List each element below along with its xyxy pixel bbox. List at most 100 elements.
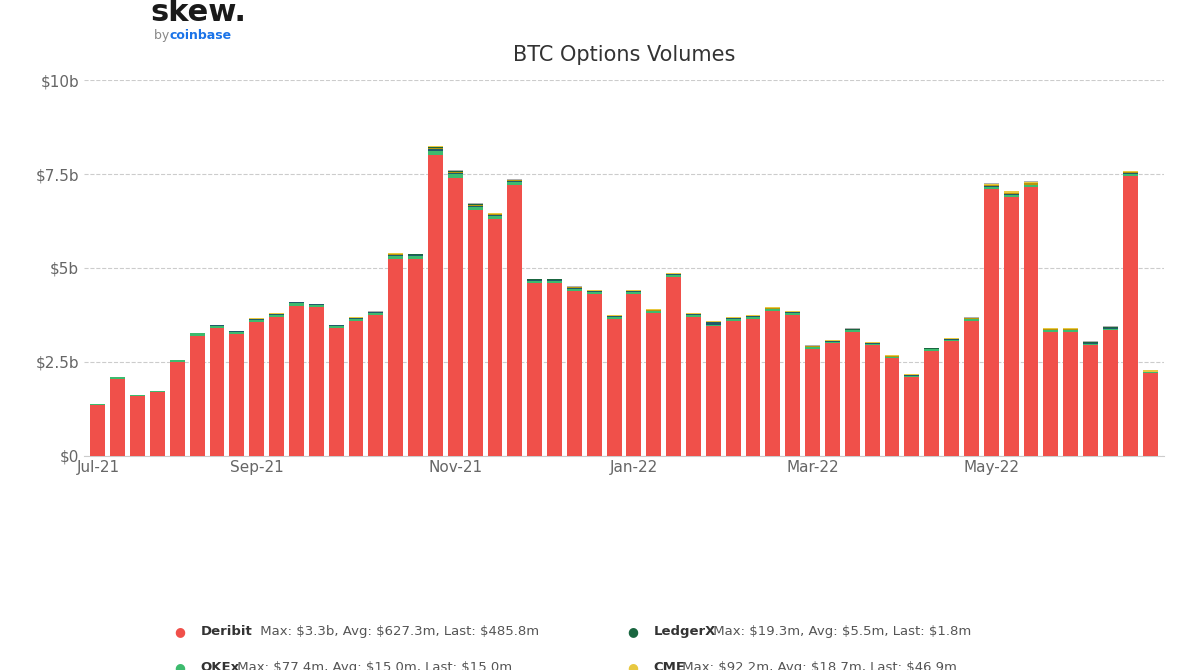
Bar — [905, 377, 919, 456]
Bar — [308, 304, 324, 305]
Bar — [110, 377, 125, 379]
Bar — [408, 255, 422, 256]
Bar — [686, 315, 701, 317]
Bar — [468, 206, 482, 207]
Text: Max: $19.3m, Avg: $5.5m, Last: $1.8m: Max: $19.3m, Avg: $5.5m, Last: $1.8m — [709, 624, 972, 638]
Bar — [1084, 345, 1098, 456]
Bar — [289, 303, 304, 306]
Bar — [626, 294, 641, 456]
Text: LedgerX: LedgerX — [653, 624, 715, 638]
Bar — [547, 280, 562, 281]
Bar — [250, 319, 264, 320]
Bar — [1123, 172, 1138, 174]
Bar — [508, 186, 522, 456]
Bar — [964, 319, 979, 320]
Bar — [269, 317, 284, 456]
Bar — [408, 256, 422, 259]
Bar — [1123, 176, 1138, 456]
Bar — [1043, 329, 1058, 330]
Bar — [308, 305, 324, 308]
Bar — [647, 312, 661, 313]
Bar — [110, 379, 125, 456]
Text: ●: ● — [628, 624, 638, 638]
Bar — [706, 325, 721, 326]
Bar — [745, 316, 761, 317]
Bar — [1103, 330, 1118, 456]
Bar — [845, 330, 859, 332]
Text: Max: $3.3b, Avg: $627.3m, Last: $485.8m: Max: $3.3b, Avg: $627.3m, Last: $485.8m — [257, 624, 539, 638]
Bar — [428, 155, 443, 456]
Bar — [1123, 171, 1138, 172]
Bar — [1024, 182, 1038, 183]
Bar — [587, 292, 601, 294]
Bar — [745, 317, 761, 319]
Text: Max: $77.4m, Avg: $15.0m, Last: $15.0m: Max: $77.4m, Avg: $15.0m, Last: $15.0m — [233, 661, 512, 670]
Bar — [607, 317, 622, 319]
Bar — [508, 180, 522, 181]
Bar — [626, 292, 641, 294]
Bar — [408, 259, 422, 456]
Bar — [547, 283, 562, 456]
Bar — [170, 362, 185, 456]
Bar — [170, 360, 185, 362]
Bar — [865, 344, 880, 345]
Bar — [487, 214, 503, 215]
Bar — [686, 317, 701, 456]
Bar — [527, 280, 542, 281]
Bar — [527, 283, 542, 456]
Bar — [210, 325, 224, 326]
Bar — [805, 347, 820, 348]
Bar — [1024, 188, 1038, 456]
Bar — [468, 207, 482, 210]
Bar — [487, 216, 503, 219]
Bar — [845, 332, 859, 456]
Bar — [368, 313, 383, 315]
Bar — [428, 149, 443, 151]
Bar — [884, 358, 900, 456]
Text: coinbase: coinbase — [169, 29, 232, 42]
Bar — [826, 342, 840, 343]
Bar — [250, 322, 264, 456]
Bar — [785, 312, 800, 313]
Text: ●: ● — [174, 661, 185, 670]
Bar — [210, 328, 224, 456]
Bar — [190, 334, 205, 336]
Bar — [229, 332, 245, 334]
Bar — [766, 311, 780, 456]
Bar — [210, 326, 224, 328]
Bar — [1063, 328, 1078, 329]
Bar — [1123, 174, 1138, 176]
Bar — [468, 210, 482, 456]
Bar — [944, 341, 959, 456]
Bar — [1043, 330, 1058, 332]
Bar — [984, 184, 998, 185]
Text: Deribit: Deribit — [200, 624, 252, 638]
Bar — [448, 174, 463, 178]
Bar — [348, 318, 364, 319]
Text: Max: $92.2m, Avg: $18.7m, Last: $46.9m: Max: $92.2m, Avg: $18.7m, Last: $46.9m — [678, 661, 956, 670]
Bar — [726, 319, 740, 320]
Bar — [1063, 332, 1078, 456]
Bar — [527, 281, 542, 283]
Bar — [785, 315, 800, 456]
Bar — [190, 336, 205, 456]
Bar — [944, 340, 959, 341]
Bar — [805, 348, 820, 456]
Bar — [448, 171, 463, 172]
Text: CME: CME — [653, 661, 685, 670]
Bar — [289, 306, 304, 456]
Bar — [250, 320, 264, 322]
Bar — [289, 302, 304, 303]
Bar — [785, 311, 800, 312]
Bar — [1043, 332, 1058, 456]
Bar — [587, 294, 601, 456]
Bar — [150, 392, 164, 456]
Bar — [389, 255, 403, 256]
Bar — [1103, 327, 1118, 328]
Bar — [468, 204, 482, 206]
Bar — [389, 254, 403, 255]
Bar — [785, 313, 800, 315]
Bar — [607, 316, 622, 317]
Bar — [487, 213, 503, 214]
Bar — [329, 326, 343, 328]
